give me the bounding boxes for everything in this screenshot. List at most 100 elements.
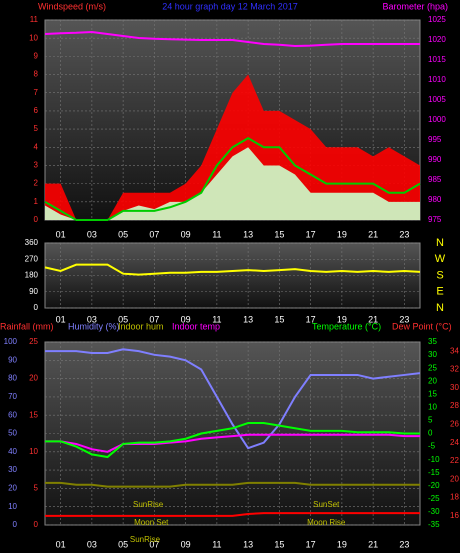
y-tick-label: -5: [428, 442, 436, 451]
y-tick-label: 50: [8, 429, 17, 438]
x-tick-label: 15: [274, 229, 284, 239]
y-tick-label: 30: [450, 383, 459, 392]
legend-label: Rainfall (mm): [0, 321, 54, 331]
y-tick-label: 270: [25, 254, 39, 263]
y-tick-label: 0: [428, 429, 433, 438]
x-tick-label: 17: [306, 229, 316, 239]
y-tick-label: 40: [8, 447, 17, 456]
y-tick-label: 34: [450, 346, 459, 355]
x-tick-label: 13: [243, 314, 253, 324]
y-tick-label: 32: [450, 365, 459, 374]
x-tick-label: 19: [337, 539, 347, 549]
y-tick-label: 5: [428, 416, 433, 425]
y-tick-label: 180: [25, 271, 39, 280]
y-tick-label: 8: [34, 70, 39, 79]
annotation: SunRise: [130, 535, 161, 544]
y-tick-label: 90: [29, 287, 38, 296]
y-label: Windspeed (m/s): [38, 1, 106, 11]
x-tick-label: 19: [337, 229, 347, 239]
y-tick-label: 16: [450, 511, 459, 520]
series-line: [45, 512, 420, 517]
y-tick-label: 0: [34, 303, 39, 312]
x-tick-label: 09: [181, 539, 191, 549]
annotation: SunRise: [133, 500, 164, 509]
y-tick-label: 985: [428, 175, 442, 184]
y-tick-label: 10: [29, 447, 38, 456]
series-line: [44, 30, 420, 48]
y-tick-label: 7: [34, 88, 39, 97]
y-tick-label: 990: [428, 155, 442, 164]
x-tick-label: 23: [399, 539, 409, 549]
y-tick-label: 26: [450, 419, 459, 428]
y-tick-label: 360: [25, 238, 39, 247]
x-tick-label: 09: [181, 314, 191, 324]
y-tick-label: 10: [8, 502, 17, 511]
y-tick-label: 975: [428, 215, 442, 224]
y-tick-label: 35: [428, 337, 437, 346]
y-tick-label: 1000: [428, 115, 446, 124]
y-tick-label: 3: [34, 161, 39, 170]
y-tick-label: 11: [30, 15, 39, 24]
x-tick-label: 03: [87, 314, 97, 324]
y-tick-label: 1010: [428, 75, 446, 84]
y-tick-label: 60: [8, 410, 17, 419]
compass-label: N: [436, 302, 444, 314]
y-tick-label: 0: [34, 215, 39, 224]
y-tick-label: 1025: [428, 15, 446, 24]
y-tick-label: 80: [8, 374, 17, 383]
x-tick-label: 05: [118, 314, 128, 324]
series-line: [44, 137, 421, 221]
y-tick-label: 30: [428, 350, 437, 359]
x-tick-label: 23: [399, 229, 409, 239]
y-tick-label: 6: [34, 106, 39, 115]
series-line: [44, 263, 421, 276]
annotation: Moon Rise: [307, 518, 346, 527]
y-tick-label: 1005: [428, 95, 446, 104]
y-tick-label: 25: [428, 363, 437, 372]
x-tick-label: 03: [87, 229, 97, 239]
y-tick-label: 20: [428, 376, 437, 385]
compass-label: W: [435, 253, 446, 265]
y-tick-label: 20: [8, 484, 17, 493]
y-tick-label: 15: [29, 410, 38, 419]
compass-label: N: [436, 237, 444, 249]
legend-label: Temperature (°C): [312, 321, 381, 331]
series-line: [45, 433, 420, 453]
y-tick-label: 1020: [428, 35, 446, 44]
x-tick-label: 05: [118, 229, 128, 239]
x-tick-label: 15: [274, 539, 284, 549]
series-line: [45, 348, 421, 450]
x-tick-label: 21: [368, 314, 378, 324]
chart-title: 24 hour graph day 12 March 2017: [162, 1, 298, 11]
y-tick-label: 30: [8, 465, 17, 474]
x-tick-label: 19: [337, 314, 347, 324]
annotation: Moon Set: [134, 518, 169, 527]
y-tick-label: -30: [428, 507, 440, 516]
y-tick-label: -10: [428, 455, 440, 464]
y-tick-label: 0: [34, 520, 39, 529]
x-tick-label: 07: [149, 539, 159, 549]
y-tick-label: 15: [428, 389, 437, 398]
x-tick-label: 23: [399, 314, 409, 324]
y-tick-label: 5: [34, 124, 39, 133]
x-tick-label: 17: [306, 539, 316, 549]
x-tick-label: 11: [212, 229, 221, 239]
y-tick-label: 980: [428, 195, 442, 204]
y-tick-label: 10: [428, 402, 437, 411]
x-tick-label: 17: [306, 314, 316, 324]
y-tick-label: 5: [34, 484, 39, 493]
y-tick-label: -15: [428, 468, 440, 477]
y-tick-label: 18: [450, 493, 459, 502]
y-tick-label: 20: [29, 374, 38, 383]
x-tick-label: 15: [274, 314, 284, 324]
x-tick-label: 11: [212, 539, 221, 549]
legend-label: Dew Point (°C): [392, 321, 452, 331]
annotation: SunSet: [313, 500, 340, 509]
x-tick-label: 03: [87, 539, 97, 549]
y-tick-label: -25: [428, 494, 440, 503]
y-tick-label: 995: [428, 135, 442, 144]
x-tick-label: 05: [118, 539, 128, 549]
y-tick-label: 22: [450, 456, 459, 465]
y2-label: Barometer (hpa): [382, 1, 448, 11]
y-tick-label: -35: [428, 520, 440, 529]
